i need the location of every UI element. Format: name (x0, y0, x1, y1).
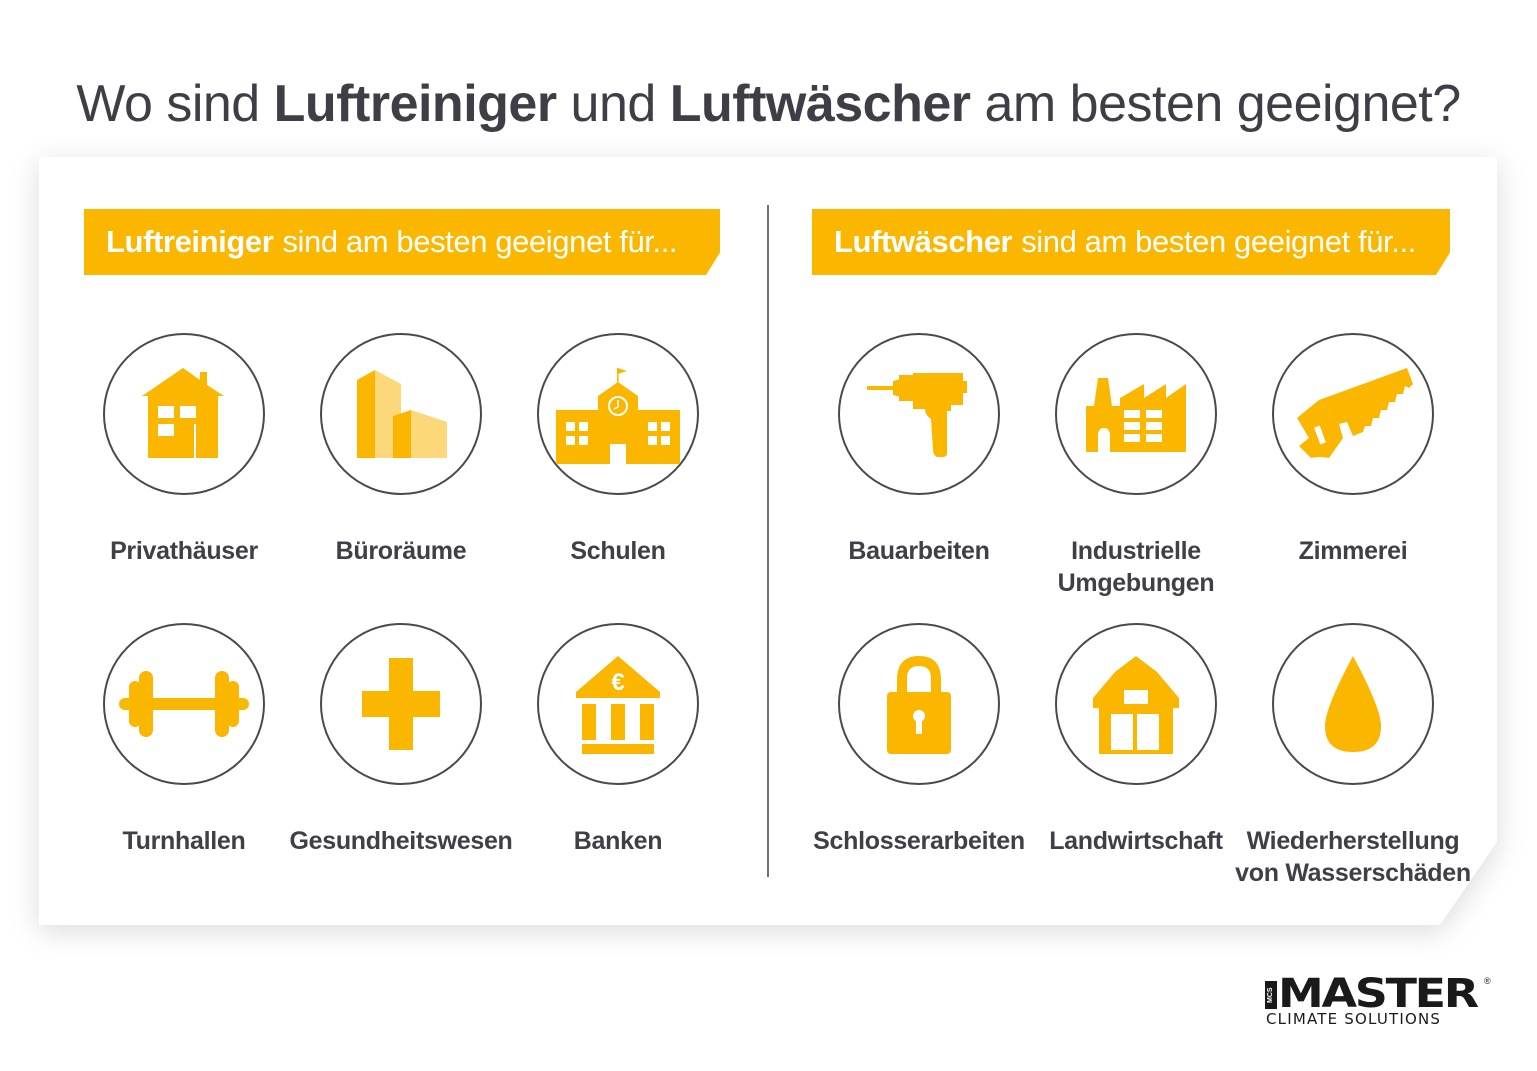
item-label: Landwirtschaft (1049, 827, 1223, 855)
list-item-privathaeuser: Privathäuser (64, 333, 304, 567)
list-item-wasserschaeden: Wiederherstellung von Wasserschäden (1233, 623, 1473, 889)
icon-circle (320, 623, 482, 785)
icon-circle (838, 623, 1000, 785)
saw-icon (1297, 368, 1413, 458)
water-drop-icon (1325, 656, 1381, 752)
icon-circle: € (537, 623, 699, 785)
title-luftreiniger: Luftreiniger (273, 74, 557, 133)
list-item-bueroraeume: Büroräume (281, 333, 521, 567)
luftwaescher-banner: Luftwäscher sind am besten geeignet für.… (812, 209, 1450, 275)
drill-icon (867, 373, 967, 457)
luftreiniger-banner: Luftreiniger sind am besten geeignet für… (84, 209, 720, 275)
icon-circle (537, 333, 699, 495)
barn-icon (1093, 656, 1179, 754)
dumbbell-icon (119, 671, 249, 737)
logo-brand: MASTER (1278, 971, 1479, 1017)
list-item-schulen: Schulen (498, 333, 738, 567)
list-item-schlosserarbeiten: Schlosserarbeiten (799, 623, 1039, 857)
list-item-industrielle-umgebungen: Industrielle Umgebungen (1016, 333, 1256, 599)
title-text-3: am besten geeignet? (970, 74, 1461, 133)
banner-text: sind am besten geeignet für... (1021, 224, 1416, 259)
title-luftwaescher: Luftwäscher (669, 74, 971, 133)
banner-bold-text: Luftwäscher (834, 224, 1013, 259)
master-logo: MCS MASTER ® CLIMATE SOLUTIONS (1262, 971, 1492, 1028)
icon-circle (1272, 333, 1434, 495)
icon-circle (320, 333, 482, 495)
list-item-turnhallen: Turnhallen (64, 623, 304, 857)
label-line-2: von Wasserschäden (1235, 859, 1471, 887)
icon-circle (1272, 623, 1434, 785)
icon-circle (103, 333, 265, 495)
logo-tagline: CLIMATE SOLUTIONS (1266, 1010, 1442, 1028)
page-title: Wo sind Luftreiniger und Luftwäscher am … (0, 74, 1537, 134)
item-label: Privathäuser (110, 537, 258, 565)
list-item-gesundheitswesen: Gesundheitswesen (281, 623, 521, 857)
label-line-2: Umgebungen (1057, 569, 1215, 597)
list-item-landwirtschaft: Landwirtschaft (1016, 623, 1256, 857)
title-text-1: Wo sind (76, 74, 274, 133)
logo-mcs-badge: MCS (1265, 981, 1277, 1009)
list-item-zimmerei: Zimmerei (1233, 333, 1473, 567)
factory-icon (1086, 378, 1186, 452)
office-buildings-icon (357, 370, 447, 458)
banner-text: sind am besten geeignet für... (282, 224, 678, 259)
medical-cross-icon (362, 658, 440, 750)
section-divider (767, 205, 769, 877)
item-label: Zimmerei (1298, 537, 1408, 565)
item-label: Büroräume (335, 537, 467, 565)
item-label: Bauarbeiten (848, 537, 990, 565)
icon-circle (838, 333, 1000, 495)
list-item-bauarbeiten: Bauarbeiten (799, 333, 1039, 567)
registered-mark: ® (1484, 976, 1491, 986)
school-icon (556, 368, 680, 464)
item-label: Banken (573, 827, 663, 855)
svg-text:€: € (611, 669, 624, 696)
item-label: Turnhallen (122, 827, 246, 855)
item-label: Industrielle Umgebungen (1016, 535, 1256, 599)
item-label: Schulen (570, 537, 666, 565)
icon-circle (1055, 623, 1217, 785)
house-icon (142, 368, 224, 458)
list-item-banken: € Banken (498, 623, 738, 857)
title-text-2: und (556, 74, 670, 133)
label-line-1: Industrielle (1071, 537, 1201, 565)
item-label: Gesundheitswesen (289, 827, 513, 855)
item-label: Schlosserarbeiten (813, 827, 1025, 855)
icon-circle (103, 623, 265, 785)
item-label: Wiederherstellung von Wasserschäden (1233, 825, 1473, 889)
bank-euro-icon: € (576, 656, 660, 754)
icon-circle (1055, 333, 1217, 495)
label-line-1: Wiederherstellung (1246, 827, 1460, 855)
padlock-icon (887, 656, 951, 754)
banner-bold-text: Luftreiniger (106, 224, 274, 259)
